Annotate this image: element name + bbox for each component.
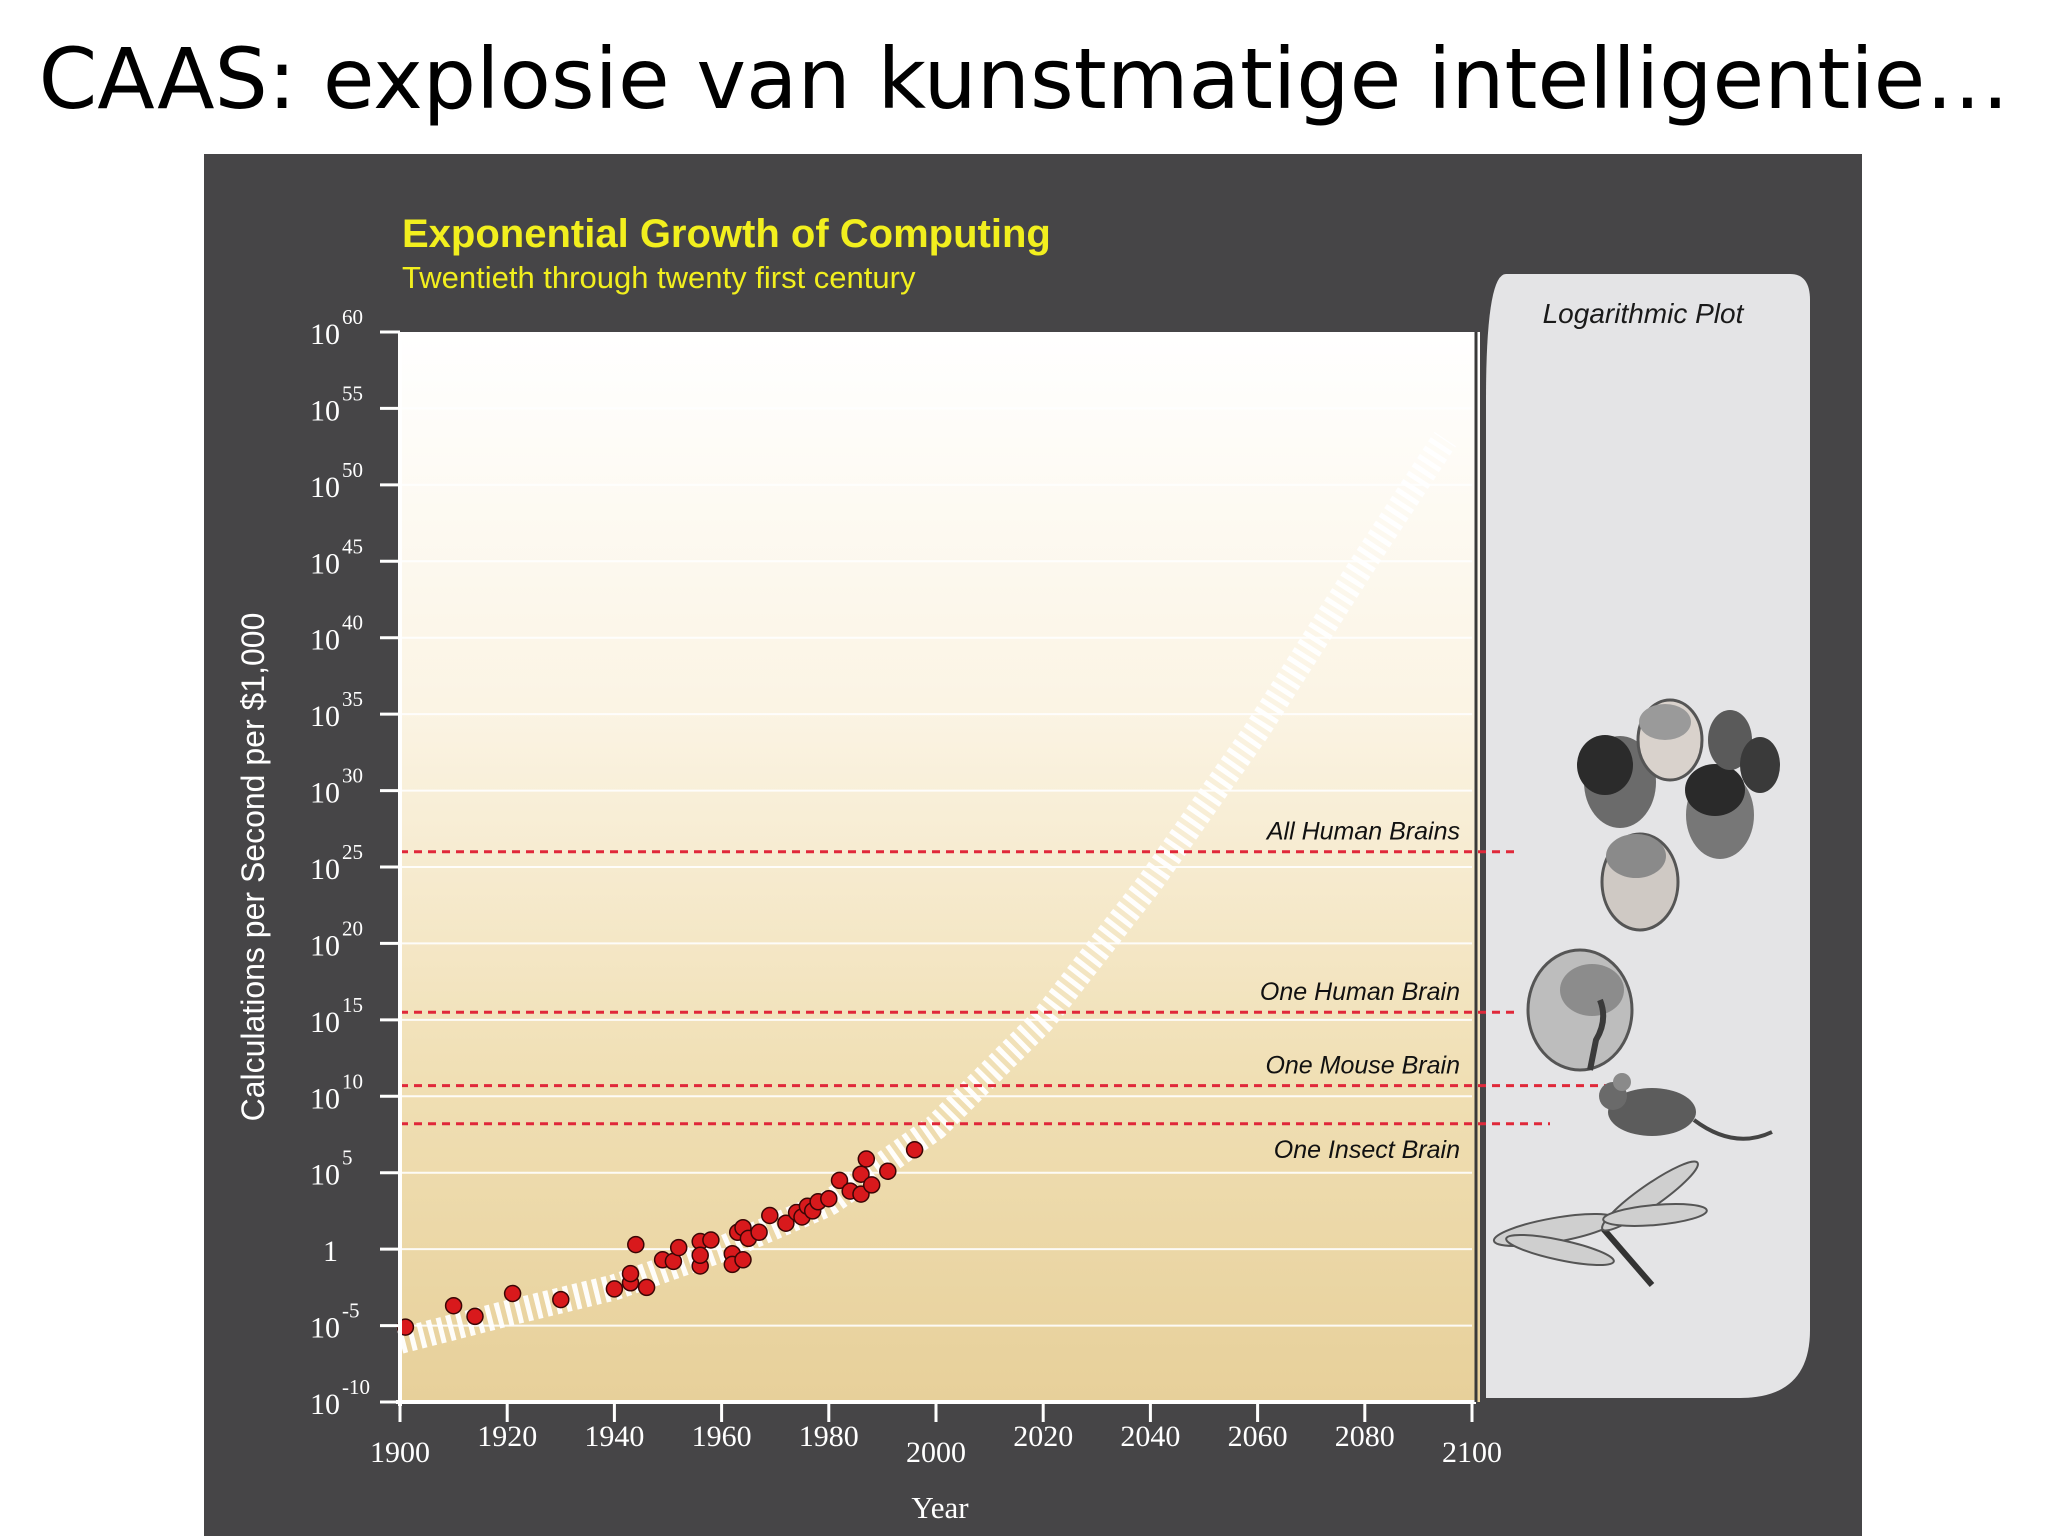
y-tick-exponent: 20 <box>342 916 363 940</box>
x-tick-label: 1960 <box>692 1420 752 1453</box>
y-tick-exponent: 45 <box>342 534 363 558</box>
y-tick-label: 10 <box>310 1159 340 1192</box>
data-point <box>734 1251 752 1269</box>
y-tick-exponent: 15 <box>342 993 363 1017</box>
chart-subtitle: Twentieth through twenty first century <box>402 260 916 295</box>
y-tick-exponent: 25 <box>342 840 363 864</box>
x-tick-label: 1980 <box>799 1420 859 1453</box>
y-tick-exponent: 60 <box>342 305 363 329</box>
data-point <box>503 1284 522 1303</box>
data-point <box>552 1290 570 1309</box>
data-point <box>750 1223 768 1242</box>
dragonfly-icon <box>1492 1160 1708 1287</box>
y-tick-label: 10 <box>310 1388 340 1421</box>
threshold-label: All Human Brains <box>1265 818 1460 846</box>
y-tick-exponent: 10 <box>342 1069 363 1093</box>
y-tick-label: 10 <box>310 700 340 733</box>
y-tick-label: 10 <box>310 624 340 657</box>
threshold-label: One Mouse Brain <box>1265 1052 1460 1080</box>
x-tick-label: 2080 <box>1335 1420 1395 1453</box>
data-point <box>905 1141 924 1159</box>
axes: 1060105510501045104010351030102510201015… <box>310 305 1502 1469</box>
data-point <box>621 1264 640 1283</box>
data-point <box>862 1176 881 1194</box>
data-point <box>637 1278 656 1297</box>
y-tick-label: 10 <box>310 547 340 580</box>
y-tick-label: 10 <box>310 1082 340 1115</box>
data-point <box>830 1171 849 1190</box>
y-tick-label: 10 <box>310 1312 340 1345</box>
data-point <box>702 1231 720 1249</box>
y-tick-label: 1 <box>323 1235 338 1268</box>
y-tick-exponent: 35 <box>342 687 363 711</box>
x-tick-label: 1900 <box>370 1436 430 1469</box>
data-point <box>669 1238 688 1257</box>
y-tick-label: 10 <box>310 777 340 810</box>
y-tick-label: 10 <box>310 471 340 504</box>
data-point <box>466 1307 484 1326</box>
data-point <box>857 1150 876 1168</box>
x-tick-label: 1940 <box>584 1420 644 1453</box>
y-tick-exponent: 30 <box>342 764 363 788</box>
x-tick-label: 2000 <box>906 1436 966 1469</box>
human-heads-icon <box>1577 698 1780 932</box>
y-tick-label: 10 <box>310 929 340 962</box>
data-point <box>444 1296 463 1315</box>
y-tick-exponent: 50 <box>342 458 363 482</box>
y-tick-exponent: 5 <box>342 1146 353 1170</box>
y-tick-exponent: 40 <box>342 611 363 635</box>
y-tick-label: 10 <box>310 853 340 886</box>
x-tick-label: 2100 <box>1442 1436 1502 1469</box>
data-points <box>396 1141 924 1336</box>
x-tick-label: 2040 <box>1120 1420 1180 1453</box>
y-tick-label: 10 <box>310 318 340 351</box>
slide-title: CAAS: explosie van kunstmatige intellige… <box>38 30 2010 128</box>
y-tick-exponent: 55 <box>342 381 363 405</box>
trend-band <box>396 431 1457 1354</box>
x-axis-label: Year <box>911 1490 969 1525</box>
y-tick-exponent: -5 <box>342 1299 360 1323</box>
data-point <box>879 1162 897 1180</box>
x-tick-label: 2060 <box>1228 1420 1288 1453</box>
data-point <box>852 1165 870 1183</box>
data-point <box>777 1214 795 1232</box>
human-head-brain-icon <box>1526 948 1634 1072</box>
y-axis-label: Calculations per Second per $1,000 <box>235 613 271 1122</box>
data-point <box>605 1280 624 1298</box>
data-point <box>691 1246 709 1265</box>
threshold-lines: All Human Brains One Human Brain One Mouse… <box>400 818 1610 1164</box>
data-point <box>820 1189 838 1208</box>
data-point <box>627 1235 645 1254</box>
chart-title: Exponential Growth of Computing <box>402 212 1051 256</box>
side-panel-title: Logarithmic Plot <box>1543 298 1745 329</box>
x-tick-label: 2020 <box>1013 1420 1073 1453</box>
threshold-label: One Human Brain <box>1260 978 1460 1006</box>
trend-curve <box>396 431 1457 1354</box>
threshold-label: One Insect Brain <box>1274 1136 1460 1164</box>
grid <box>400 407 1472 1327</box>
y-tick-label: 10 <box>310 394 340 427</box>
y-tick-exponent: -10 <box>342 1375 370 1399</box>
y-tick-label: 10 <box>310 1006 340 1039</box>
x-tick-label: 1920 <box>477 1420 537 1453</box>
mouse-icon <box>1599 1073 1773 1141</box>
data-point <box>761 1206 779 1225</box>
